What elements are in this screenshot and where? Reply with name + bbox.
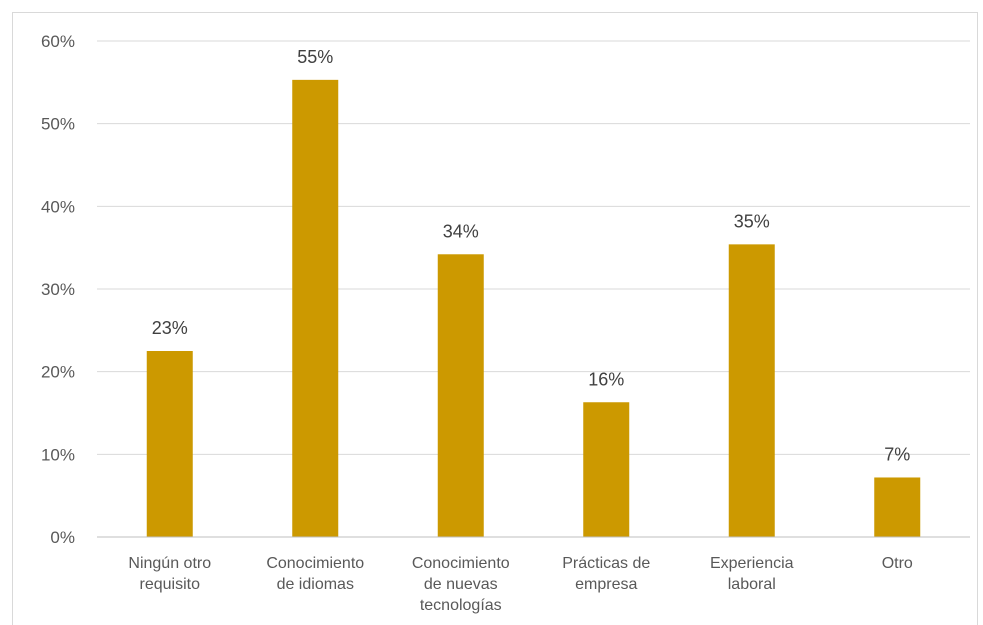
x-category-label: laboral <box>728 576 776 593</box>
x-category-label: Conocimiento <box>266 555 364 572</box>
data-label: 35% <box>734 211 770 231</box>
bar <box>583 402 630 537</box>
data-label: 16% <box>588 369 624 389</box>
y-tick-label: 50% <box>41 115 75 134</box>
x-category-label: Otro <box>882 555 913 572</box>
x-category-label: de idiomas <box>277 576 354 593</box>
bar <box>874 477 921 537</box>
bar <box>437 254 484 537</box>
y-tick-label: 40% <box>41 197 75 216</box>
x-category-label: Experiencia <box>710 555 794 572</box>
chart-frame <box>12 12 978 625</box>
x-category-label: Ningún otro <box>128 555 211 572</box>
data-label: 34% <box>443 221 479 241</box>
x-category-label: de nuevas <box>424 576 498 593</box>
y-tick-label: 0% <box>50 528 75 547</box>
y-tick-label: 30% <box>41 280 75 299</box>
bar <box>728 244 775 538</box>
x-category-label: tecnologías <box>420 597 502 614</box>
x-category-label: Conocimiento <box>412 555 510 572</box>
bar <box>292 79 339 537</box>
bar <box>146 351 193 537</box>
y-tick-label: 20% <box>41 363 75 382</box>
y-tick-label: 10% <box>41 445 75 464</box>
x-category-label: requisito <box>140 576 201 593</box>
data-label: 23% <box>152 318 188 338</box>
data-label: 7% <box>884 444 910 464</box>
data-label: 55% <box>297 47 333 67</box>
x-category-label: empresa <box>575 576 637 593</box>
x-category-label: Prácticas de <box>562 555 650 572</box>
y-tick-label: 60% <box>41 32 75 51</box>
